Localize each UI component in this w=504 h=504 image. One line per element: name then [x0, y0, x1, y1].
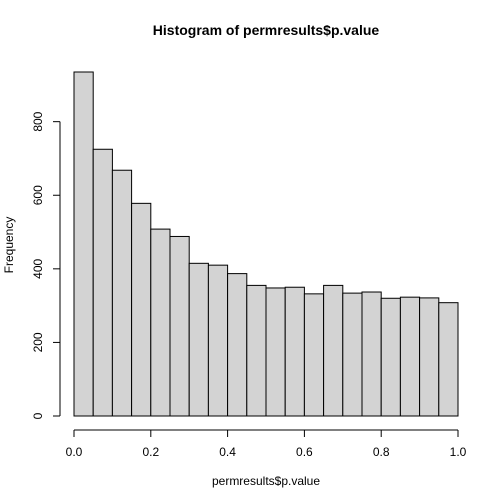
histogram-bar [150, 228, 171, 417]
bars-group [73, 71, 459, 417]
histogram-bar [246, 284, 267, 417]
histogram-bar [419, 297, 440, 417]
histogram-bar [323, 284, 344, 417]
y-tick-label: 600 [31, 185, 45, 205]
x-tick-label: 0.4 [219, 445, 236, 459]
x-tick-label: 0.0 [66, 445, 83, 459]
histogram-bar [188, 262, 209, 417]
chart-title: Histogram of permresults$p.value [153, 22, 380, 38]
histogram-bar [169, 235, 190, 417]
histogram-bar [207, 264, 229, 417]
histogram-bar [131, 202, 152, 417]
histogram-bar [284, 286, 305, 417]
histogram-bar [265, 287, 286, 417]
y-tick-label: 0 [31, 412, 45, 419]
histogram-bar [303, 293, 325, 417]
x-tick-label: 0.2 [142, 445, 159, 459]
y-tick-label: 400 [31, 259, 45, 279]
histogram-bar [342, 292, 363, 417]
y-tick-label: 800 [31, 111, 45, 131]
histogram-bar [438, 302, 459, 417]
x-axis-label: permresults$p.value [212, 474, 320, 488]
histogram-bar [92, 148, 113, 417]
x-tick-label: 0.6 [296, 445, 313, 459]
histogram-bar [380, 297, 401, 417]
x-tick-label: 1.0 [450, 445, 467, 459]
y-axis-label: Frequency [2, 217, 16, 274]
y-axis: 0 200 400 600 800 [31, 111, 61, 419]
histogram-bar [73, 71, 94, 417]
histogram-bar [111, 169, 133, 417]
histogram-bar [399, 296, 421, 417]
x-tick-label: 0.8 [373, 445, 390, 459]
x-axis: 0.0 0.2 0.4 0.6 0.8 1.0 [66, 429, 467, 459]
histogram-bar [361, 291, 382, 417]
histogram-bar [227, 273, 248, 417]
y-tick-label: 200 [31, 332, 45, 352]
